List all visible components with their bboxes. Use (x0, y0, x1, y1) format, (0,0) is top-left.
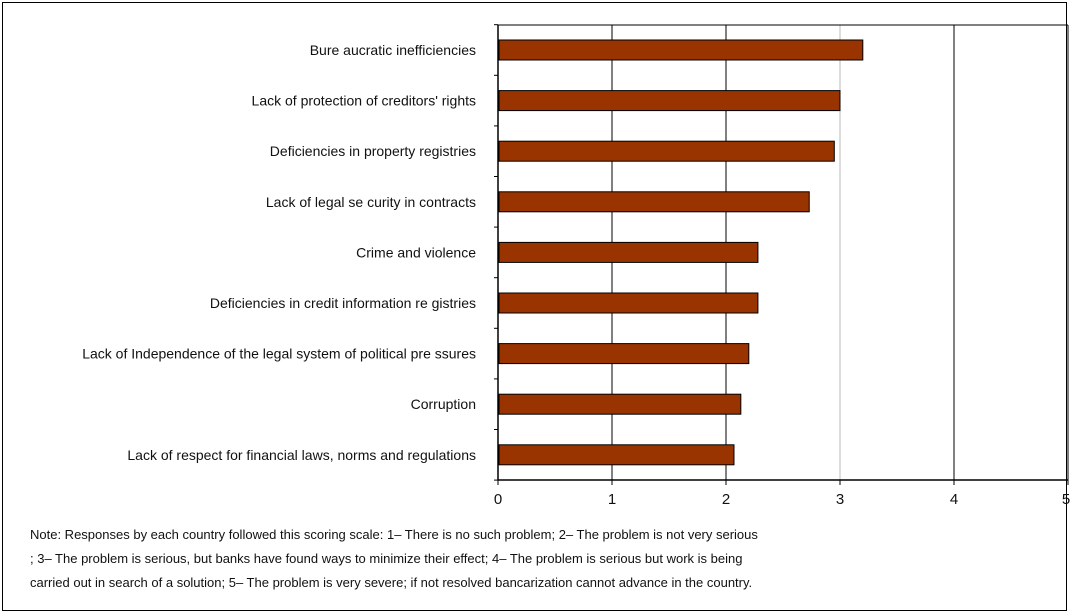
category-labels: Bure aucratic inefficiencies Lack of prot… (82, 42, 476, 463)
bar (498, 39, 864, 61)
category-label: Deficiencies in property registries (270, 143, 476, 159)
x-tick-label: 4 (950, 491, 958, 508)
chart-note: Note: Responses by each country followed… (30, 523, 1030, 595)
bar (498, 343, 750, 365)
category-label: Lack of protection of creditors' rights (252, 93, 476, 109)
axes (494, 24, 1069, 485)
bar (498, 140, 835, 162)
x-tick-label: 2 (722, 491, 730, 508)
category-label: Bure aucratic inefficiencies (310, 42, 476, 58)
category-label: Lack of legal se curity in contracts (266, 194, 476, 210)
bars (498, 39, 864, 466)
bar (498, 90, 841, 112)
note-line-1: Note: Responses by each country followed… (30, 527, 758, 542)
x-tick-label: 5 (1062, 491, 1070, 508)
bar (498, 191, 810, 213)
bar (498, 241, 759, 263)
bar (498, 393, 742, 415)
bar (498, 444, 735, 466)
category-label: Corruption (411, 396, 476, 412)
category-label: Deficiencies in credit information re gi… (210, 295, 476, 311)
bar (498, 292, 759, 314)
note-line-3: carried out in search of a solution; 5– … (30, 575, 753, 590)
x-tick-label: 0 (494, 491, 502, 508)
category-label: Lack of respect for financial laws, norm… (127, 447, 476, 463)
x-tick-label: 1 (608, 491, 616, 508)
category-label: Lack of Independence of the legal system… (82, 346, 476, 362)
category-label: Crime and violence (356, 244, 476, 260)
note-line-2: ; 3– The problem is serious, but banks h… (30, 551, 743, 566)
x-tick-label: 3 (836, 491, 844, 508)
tick-labels: 0 1 2 3 4 5 (494, 491, 1070, 508)
